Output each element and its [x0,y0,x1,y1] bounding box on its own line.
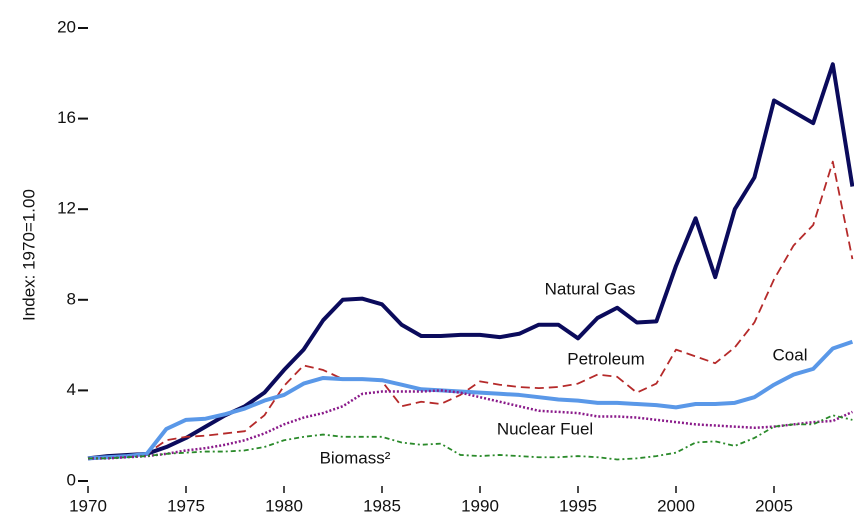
x-tick-label: 2005 [755,496,793,515]
y-tick-label: 4 [67,380,76,399]
series-line [88,389,853,460]
x-tick-label: 1990 [461,496,499,515]
y-tick-label: 0 [67,470,76,489]
y-tick-label: 20 [57,17,76,36]
series-label: Biomass² [320,448,391,467]
x-tick-label: 1995 [559,496,597,515]
x-tick-label: 2000 [657,496,695,515]
y-tick-label: 8 [67,289,76,308]
x-tick-label: 1985 [363,496,401,515]
series-label: Nuclear Fuel [497,419,593,438]
series-label: Coal [773,345,808,364]
y-tick-label: 12 [57,199,76,218]
series-line [88,414,853,461]
x-tick-label: 1980 [265,496,303,515]
y-axis-label: Index: 1970=1.00 [19,189,38,321]
y-tick-label: 16 [57,108,76,127]
series-line [87,339,854,461]
series-line [87,160,854,460]
series-label: Petroleum [567,349,644,368]
series-line [87,62,854,461]
x-tick-label: 1970 [69,496,107,515]
series-label: Natural Gas [545,279,636,298]
x-tick-label: 1975 [167,496,205,515]
